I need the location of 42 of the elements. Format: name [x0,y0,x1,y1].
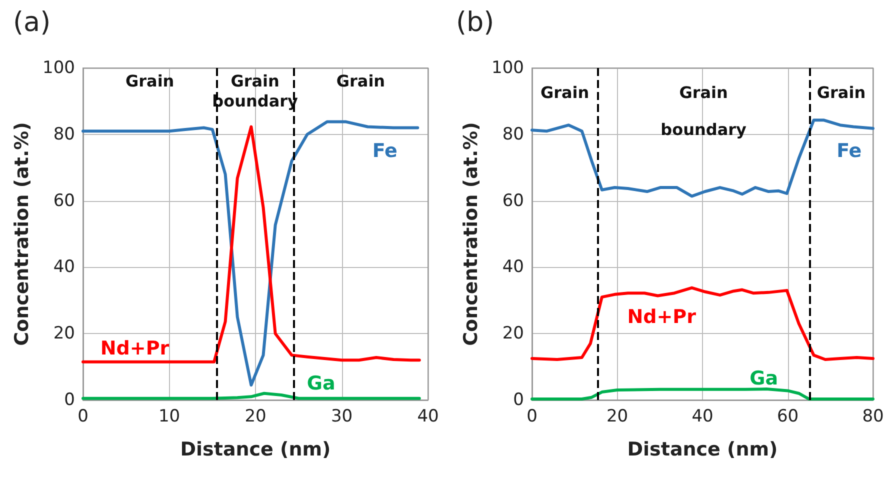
y-tick-label: 40 [53,257,75,278]
y-tick-label: 80 [53,124,75,144]
y-tick-label: 60 [53,190,75,211]
y-tick-label: 100 [492,58,524,78]
annotation: Grain [125,72,174,90]
series-label: Fe [836,140,862,162]
y-tick-label: 80 [502,124,524,144]
annotation: Grain [336,72,386,90]
y-axis-title: Concentration (at.%) [460,122,482,346]
y-tick-label: 60 [502,190,524,211]
y-tick-label: 0 [513,390,524,410]
y-axis-title: Concentration (at.%) [11,122,34,346]
x-tick-label: 20 [244,406,266,426]
chart-title: (a) [13,7,51,38]
x-tick-label: 10 [158,406,180,426]
series-label: Ga [750,367,778,390]
line-series [530,118,874,198]
series-label: Ga [306,372,336,394]
series-label: Nd+Pr [627,306,697,328]
x-tick-label: 30 [330,406,353,426]
annotation: Grain [540,83,590,102]
x-axis-title: Distance (nm) [627,438,778,460]
annotation: Grain boundary [660,83,748,139]
x-tick-label: 20 [606,406,628,426]
annotation: Grain [816,83,866,102]
x-axis-title: Distance (nm) [180,438,331,460]
x-tick-label: 40 [417,406,439,426]
x-tick-label: 80 [862,406,884,426]
x-tick-label: 0 [526,406,538,426]
y-tick-label: 20 [502,324,524,344]
y-tick-label: 40 [502,257,524,278]
x-tick-label: 40 [692,406,714,426]
y-tick-label: 0 [64,390,75,410]
y-tick-label: 20 [53,324,75,344]
series-label: Nd+Pr [100,338,170,360]
line-series [530,286,874,361]
chart-title: (b) [456,7,494,38]
series-label: Fe [372,140,398,162]
x-tick-label: 60 [776,406,799,426]
y-tick-label: 100 [42,58,75,78]
x-tick-label: 0 [78,406,88,426]
annotation: Grain boundary [212,72,299,110]
